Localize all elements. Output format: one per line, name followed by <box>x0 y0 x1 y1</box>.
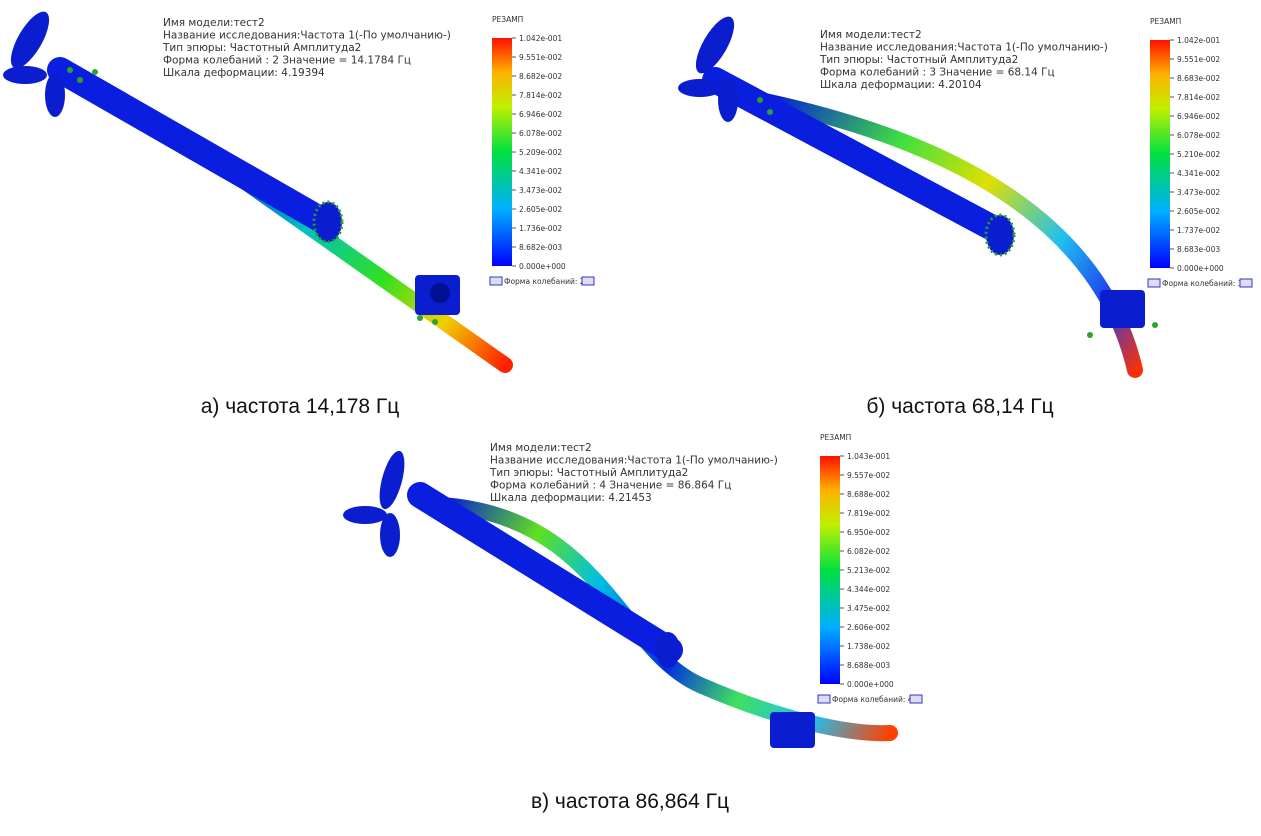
legend-label: 7.814e-002 <box>1177 93 1220 102</box>
legend-label: 9.557e-002 <box>847 471 890 480</box>
info-line: Тип эпюры: Частотный Амплитуда2 <box>489 467 688 479</box>
legend-label: 9.551e-002 <box>519 53 562 62</box>
nav-label: Форма колебаний: 4 <box>832 695 913 704</box>
legend-label: 0.000e+000 <box>847 680 894 689</box>
info-line: Тип эпюры: Частотный Амплитуда2 <box>819 54 1018 66</box>
legend-label: 1.042e-001 <box>1177 36 1220 45</box>
nav-next <box>581 276 595 286</box>
info-line: Шкала деформации: 4.19394 <box>163 67 325 79</box>
legend-label: 8.682e-003 <box>519 243 562 252</box>
legend-label: 1.043e-001 <box>847 452 890 461</box>
info-line: Имя модели:тест2 <box>163 17 265 29</box>
legend-label: 4.344e-002 <box>847 585 890 594</box>
legend-label: 2.605e-002 <box>519 205 562 214</box>
info-line: Форма колебаний : 3 Значение = 68.14 Гц <box>820 67 1055 79</box>
info-line: Тип эпюры: Частотный Амплитуда2 <box>162 42 361 54</box>
legend-label: 2.606e-002 <box>847 623 890 632</box>
info-line: Название исследования:Частота 1(-По умол… <box>490 455 778 467</box>
info-line: Название исследования:Частота 1(-По умол… <box>163 30 451 42</box>
legend-label: 9.551e-002 <box>1177 55 1220 64</box>
legend-label: 1.042e-001 <box>519 34 562 43</box>
legend-label: 4.341e-002 <box>1177 169 1220 178</box>
color-scale <box>1150 40 1170 268</box>
color-scale <box>820 456 840 684</box>
legend-label: 6.946e-002 <box>1177 112 1220 121</box>
legend-label: 5.209e-002 <box>519 148 562 157</box>
nav-label: Форма колебаний: 2 <box>504 277 585 286</box>
nav-label: Форма колебаний: 3 <box>1162 279 1243 288</box>
caption: в) частота 86,864 Гц <box>531 790 729 813</box>
nav-prev <box>489 276 503 286</box>
legend-label: 4.341e-002 <box>519 167 562 176</box>
legend-label: 6.078e-002 <box>519 129 562 138</box>
model-a <box>3 11 513 373</box>
nav-prev <box>1147 278 1161 288</box>
legend-title: РЕЗАМП <box>1150 17 1181 26</box>
legend-label: 6.946e-002 <box>519 110 562 119</box>
legend-label: 3.473e-002 <box>1177 188 1220 197</box>
info-line: Имя модели:тест2 <box>820 29 922 41</box>
caption: б) частота 68,14 Гц <box>866 395 1053 418</box>
legend-label: 8.682e-002 <box>519 72 562 81</box>
nav-prev <box>817 694 831 704</box>
legend-label: 8.688e-002 <box>847 490 890 499</box>
legend-label: 3.473e-002 <box>519 186 562 195</box>
legend-label: 7.814e-002 <box>519 91 562 100</box>
legend-label: 1.737e-002 <box>1177 226 1220 235</box>
legend-label: 6.950e-002 <box>847 528 890 537</box>
legend-label: 7.819e-002 <box>847 509 890 518</box>
nav-next <box>1239 278 1253 288</box>
legend-label: 8.688e-003 <box>847 661 890 670</box>
legend-label: 8.683e-002 <box>1177 74 1220 83</box>
legend-label: 0.000e+000 <box>1177 264 1224 273</box>
nav-next <box>909 694 923 704</box>
info-line: Форма колебаний : 2 Значение = 14.1784 Г… <box>163 55 411 67</box>
info-line: Шкала деформации: 4.20104 <box>820 79 982 91</box>
color-scale <box>492 38 512 266</box>
legend-label: 3.475e-002 <box>847 604 890 613</box>
legend-label: 2.605e-002 <box>1177 207 1220 216</box>
info-line: Форма колебаний : 4 Значение = 86.864 Гц <box>490 480 731 492</box>
legend-title: РЕЗАМП <box>492 15 523 24</box>
legend-title: РЕЗАМП <box>820 433 851 442</box>
info-line: Имя модели:тест2 <box>490 442 592 454</box>
legend-label: 1.738e-002 <box>847 642 890 651</box>
legend-label: 5.213e-002 <box>847 566 890 575</box>
legend-label: 1.736e-002 <box>519 224 562 233</box>
legend-label: 5.210e-002 <box>1177 150 1220 159</box>
info-line: Название исследования:Частота 1(-По умол… <box>820 42 1108 54</box>
model-b <box>678 16 1158 378</box>
legend-label: 6.082e-002 <box>847 547 890 556</box>
model-c <box>343 450 898 748</box>
legend-label: 8.683e-003 <box>1177 245 1220 254</box>
info-line: Шкала деформации: 4.21453 <box>490 492 652 504</box>
legend-label: 6.078e-002 <box>1177 131 1220 140</box>
caption: а) частота 14,178 Гц <box>201 395 400 418</box>
legend-label: 0.000e+000 <box>519 262 566 271</box>
